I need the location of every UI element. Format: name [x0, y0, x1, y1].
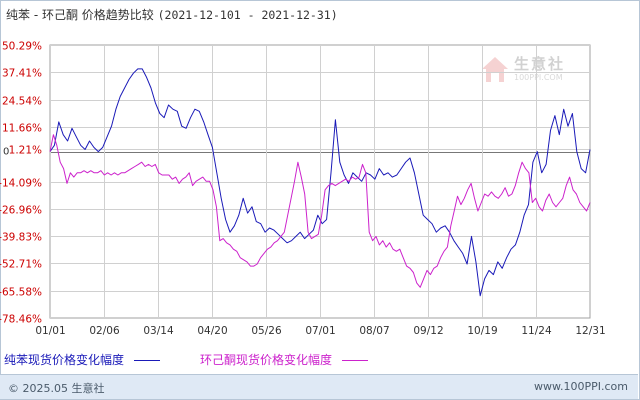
watermark-logo: 生意社 100PPI.COM [480, 55, 563, 89]
chart-title-range: (2021-12-101 - 2021-12-31) [157, 8, 338, 22]
x-tick-label: 05/26 [251, 325, 282, 337]
y-tick-label: -65.58% [0, 287, 42, 299]
y-tick-label: -26.96% [0, 205, 42, 217]
x-tick-label: 11/24 [521, 325, 552, 337]
zero-label: 0 [3, 147, 9, 158]
y-tick-label: -52.71% [0, 259, 42, 271]
x-tick-label: 12/31 [575, 325, 605, 337]
chart-title: 纯苯 - 环己酮 价格趋势比较 (2021-12-101 - 2021-12-3… [6, 6, 338, 23]
y-tick-label: -78.46% [0, 314, 42, 326]
x-tick-label: 07/01 [305, 325, 335, 337]
legend-benzene: 纯苯现货价格变化幅度 [4, 351, 160, 368]
footer-site-link[interactable]: www.100PPI.com [534, 380, 628, 393]
x-tick-label: 08/07 [359, 325, 389, 337]
legend-cyclohexanone-swatch [341, 360, 368, 361]
legend-cyclohexanone: 环己酮现货价格变化幅度 [200, 351, 368, 368]
grid-lines [49, 44, 591, 319]
x-tick-label: 09/12 [413, 325, 443, 337]
x-tick-label: 04/20 [197, 325, 227, 337]
chart-title-main: 纯苯 - 环己酮 价格趋势比较 [6, 8, 154, 22]
y-tick-label: 37.41% [2, 68, 42, 80]
axis-labels: 50.29% 37.41% 24.54% 11.66% 1.21% -14.09% -26.… [0, 41, 606, 338]
y-tick-label: 11.66% [2, 123, 42, 135]
legend-benzene-label: 纯苯现货价格变化幅度 [4, 353, 125, 367]
watermark-name: 生意社 [514, 55, 566, 73]
x-tick-label: 10/19 [467, 325, 497, 337]
legend-benzene-swatch [133, 360, 160, 361]
y-tick-label: -14.09% [0, 178, 42, 190]
y-tick-label: 24.54% [2, 96, 42, 108]
house-logo-icon [482, 57, 508, 82]
footer-copyright: © 2025.05 生意社 [8, 382, 105, 395]
legend-cyclohexanone-label: 环己酮现货价格变化幅度 [200, 353, 333, 367]
x-tick-label: 01/01 [35, 325, 65, 337]
x-tick-label: 03/14 [143, 325, 174, 337]
cyclohexanone-price-line [49, 134, 591, 288]
benzene-price-line [49, 68, 591, 297]
y-tick-label: 1.21% [9, 145, 42, 157]
y-tick-label: -39.83% [0, 232, 42, 244]
watermark-site: 100PPI.COM [514, 73, 563, 82]
y-tick-label: 50.29% [2, 41, 42, 53]
x-tick-label: 02/06 [89, 325, 120, 337]
series-lines [49, 68, 591, 297]
footer-bar: © 2025.05 生意社 www.100PPI.com [0, 374, 638, 399]
